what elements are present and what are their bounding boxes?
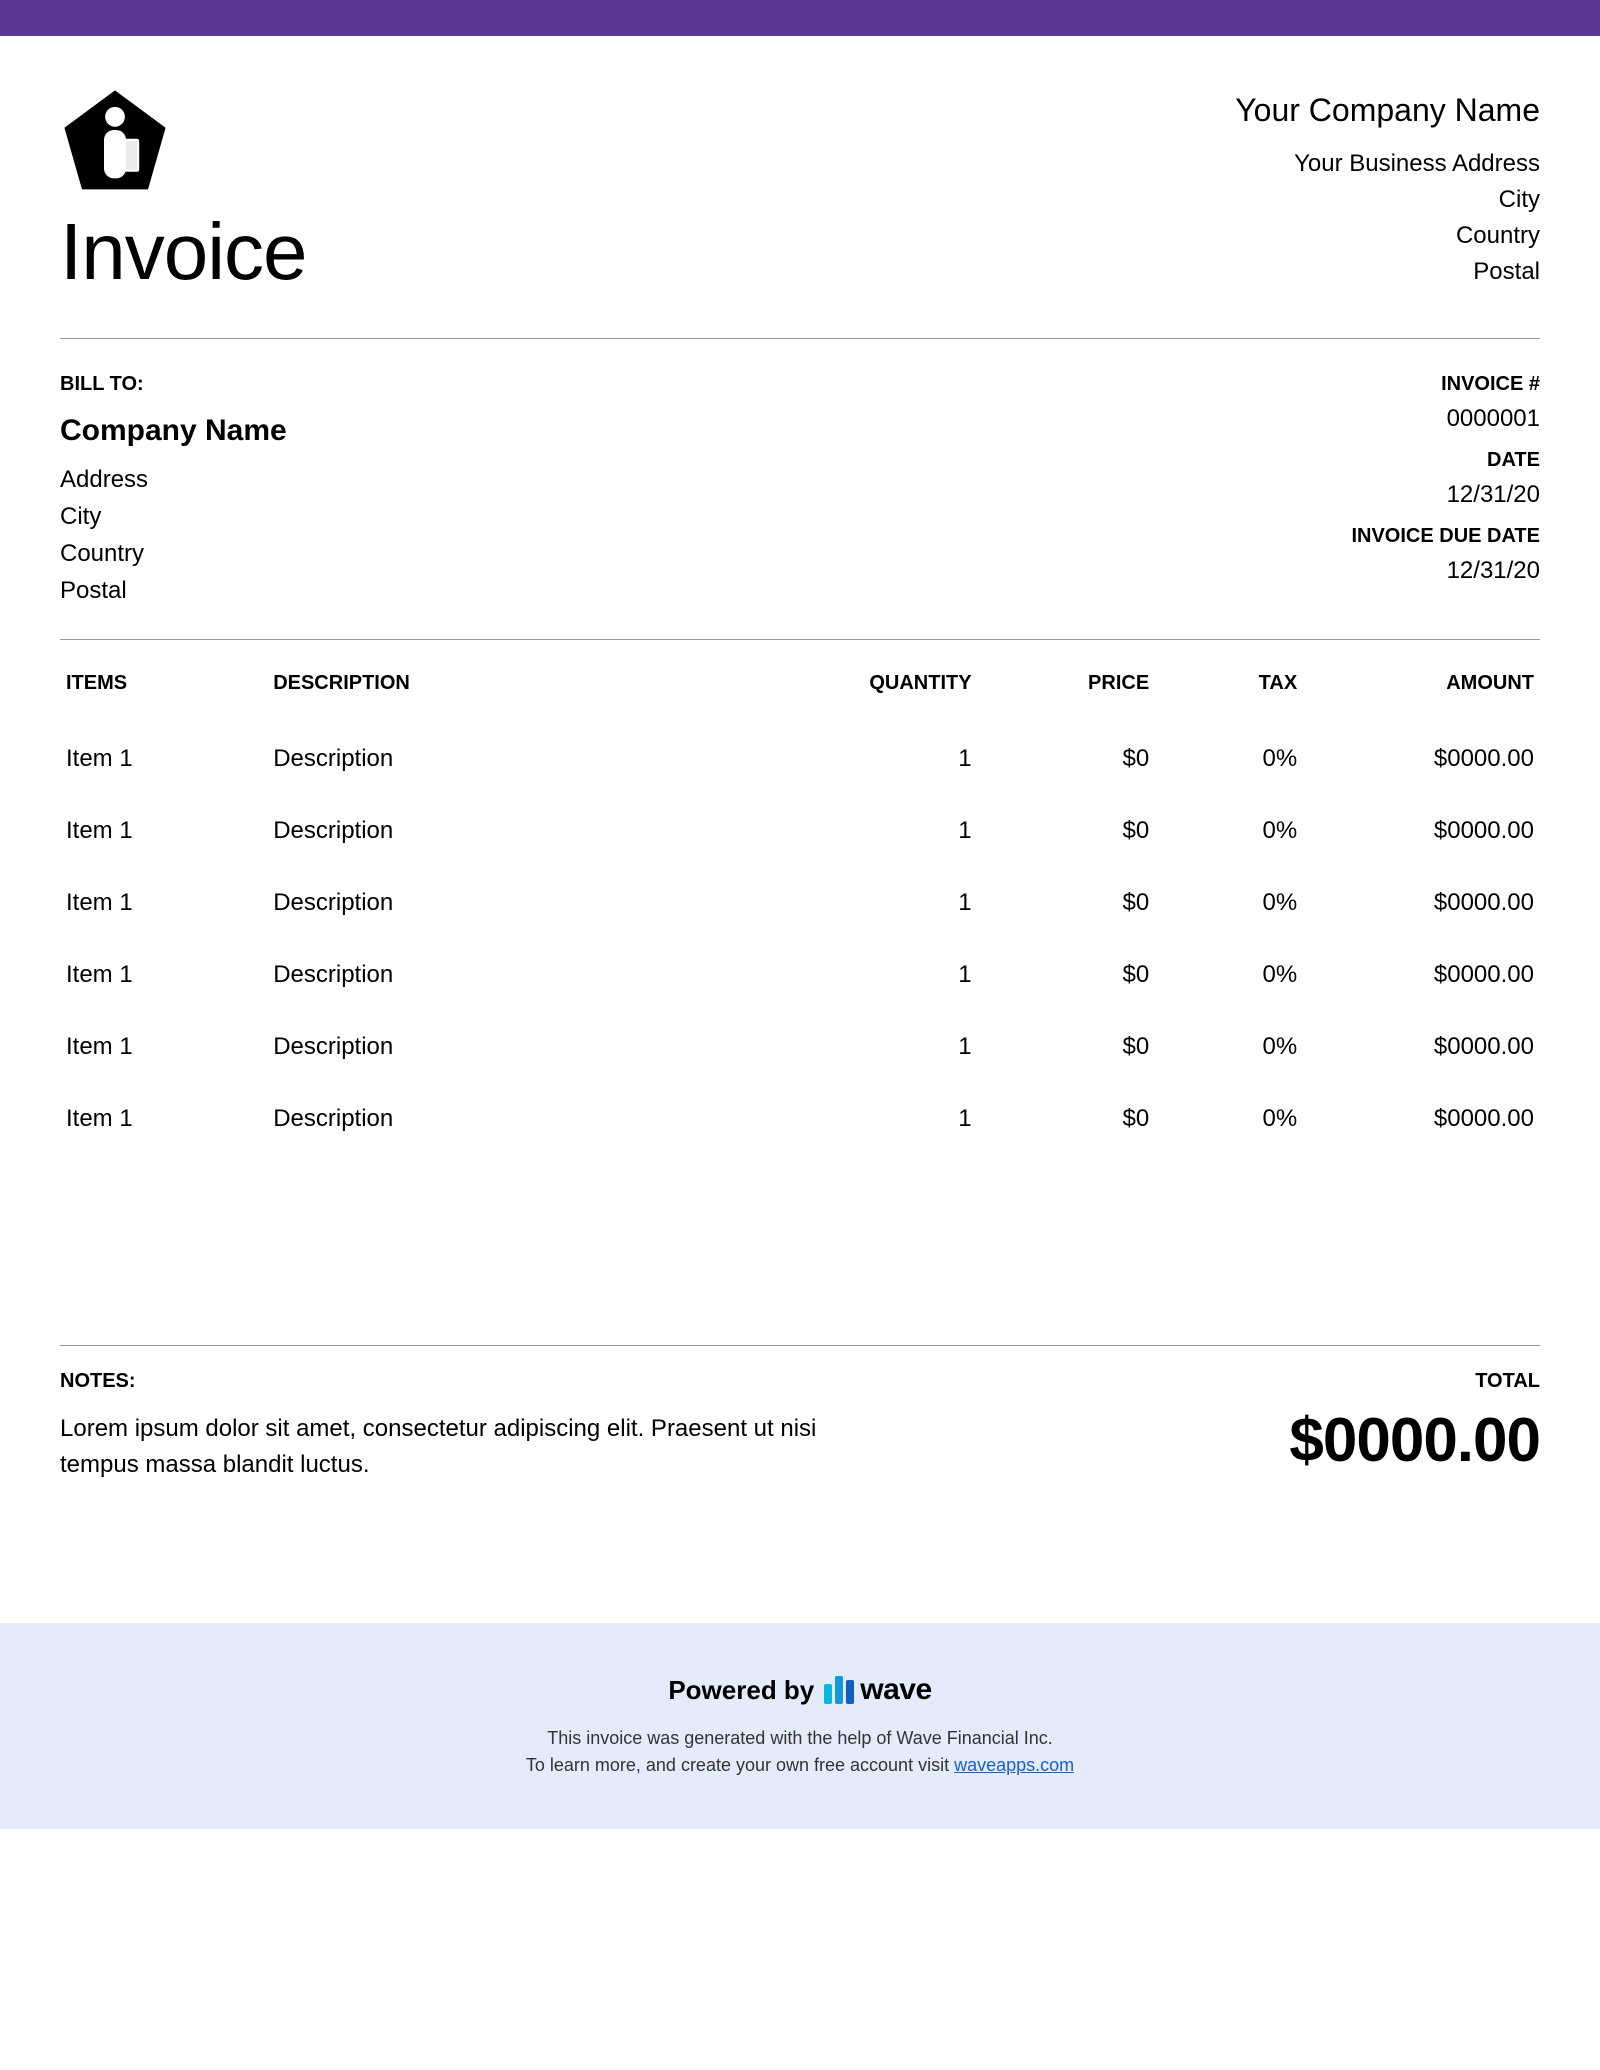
table-row: Item 1Description1$00%$0000.00	[60, 1083, 1540, 1155]
document-title: Invoice	[60, 206, 306, 298]
invoice-number-label: INVOICE #	[1351, 369, 1540, 400]
line-items-table: ITEMS DESCRIPTION QUANTITY PRICE TAX AMO…	[60, 664, 1540, 1155]
cell-tax: 0%	[1155, 1083, 1303, 1155]
cell-item: Item 1	[60, 939, 267, 1011]
cell-description: Description	[267, 1011, 800, 1083]
company-city: City	[1235, 182, 1540, 218]
cell-quantity: 1	[800, 867, 978, 939]
cell-quantity: 1	[800, 723, 978, 795]
cell-price: $0	[978, 795, 1156, 867]
cell-price: $0	[978, 1011, 1156, 1083]
notes-text: Lorem ipsum dolor sit amet, consectetur …	[60, 1411, 874, 1483]
cell-amount: $0000.00	[1303, 1083, 1540, 1155]
cell-price: $0	[978, 723, 1156, 795]
cell-item: Item 1	[60, 795, 267, 867]
notes-label: NOTES:	[60, 1370, 874, 1393]
cell-quantity: 1	[800, 1011, 978, 1083]
cell-tax: 0%	[1155, 867, 1303, 939]
divider	[60, 1345, 1540, 1346]
footer: Powered by wave This invoice was generat…	[0, 1623, 1600, 1829]
invoice-due-date: 12/31/20	[1351, 552, 1540, 589]
total-label: TOTAL	[1289, 1370, 1540, 1393]
total-amount: $0000.00	[1289, 1405, 1540, 1476]
cell-tax: 0%	[1155, 723, 1303, 795]
cell-amount: $0000.00	[1303, 723, 1540, 795]
company-logo-icon	[60, 86, 170, 196]
cell-quantity: 1	[800, 1083, 978, 1155]
company-address: Your Business Address	[1235, 146, 1540, 182]
company-name: Your Company Name	[1235, 86, 1540, 134]
powered-by-text: Powered by	[668, 1675, 814, 1706]
cell-description: Description	[267, 867, 800, 939]
total-block: TOTAL $0000.00	[1289, 1370, 1540, 1476]
bill-to-company: Company Name	[60, 408, 287, 455]
footer-line-2: To learn more, and create your own free …	[526, 1755, 954, 1775]
cell-price: $0	[978, 939, 1156, 1011]
cell-amount: $0000.00	[1303, 939, 1540, 1011]
cell-item: Item 1	[60, 1083, 267, 1155]
bill-to-country: Country	[60, 535, 287, 572]
company-postal: Postal	[1235, 254, 1540, 290]
table-row: Item 1Description1$00%$0000.00	[60, 723, 1540, 795]
table-row: Item 1Description1$00%$0000.00	[60, 939, 1540, 1011]
notes-block: NOTES: Lorem ipsum dolor sit amet, conse…	[60, 1370, 874, 1483]
bill-to-city: City	[60, 498, 287, 535]
divider	[60, 639, 1540, 640]
bill-to-postal: Postal	[60, 572, 287, 609]
cell-tax: 0%	[1155, 939, 1303, 1011]
cell-price: $0	[978, 867, 1156, 939]
bill-to-label: BILL TO:	[60, 369, 287, 400]
invoice-due-label: INVOICE DUE DATE	[1351, 521, 1540, 552]
col-header-price: PRICE	[978, 664, 1156, 723]
bill-to-block: BILL TO: Company Name Address City Count…	[60, 369, 287, 609]
cell-item: Item 1	[60, 723, 267, 795]
cell-description: Description	[267, 939, 800, 1011]
company-country: Country	[1235, 218, 1540, 254]
table-row: Item 1Description1$00%$0000.00	[60, 1011, 1540, 1083]
cell-tax: 0%	[1155, 795, 1303, 867]
invoice-meta: INVOICE # 0000001 DATE 12/31/20 INVOICE …	[1351, 369, 1540, 609]
wave-logo-icon: wave	[824, 1673, 931, 1707]
wave-wordmark: wave	[860, 1673, 931, 1707]
cell-amount: $0000.00	[1303, 1011, 1540, 1083]
col-header-tax: TAX	[1155, 664, 1303, 723]
invoice-page: Invoice Your Company Name Your Business …	[0, 36, 1600, 1483]
company-info: Your Company Name Your Business Address …	[1235, 86, 1540, 290]
bill-to-address: Address	[60, 461, 287, 498]
cell-amount: $0000.00	[1303, 867, 1540, 939]
cell-tax: 0%	[1155, 1011, 1303, 1083]
cell-item: Item 1	[60, 867, 267, 939]
cell-item: Item 1	[60, 1011, 267, 1083]
table-row: Item 1Description1$00%$0000.00	[60, 795, 1540, 867]
table-row: Item 1Description1$00%$0000.00	[60, 867, 1540, 939]
col-header-quantity: QUANTITY	[800, 664, 978, 723]
cell-quantity: 1	[800, 795, 978, 867]
invoice-date-label: DATE	[1351, 445, 1540, 476]
cell-description: Description	[267, 1083, 800, 1155]
invoice-date: 12/31/20	[1351, 476, 1540, 513]
footer-link[interactable]: waveapps.com	[954, 1755, 1074, 1775]
cell-description: Description	[267, 795, 800, 867]
col-header-items: ITEMS	[60, 664, 267, 723]
top-accent-bar	[0, 0, 1600, 36]
col-header-amount: AMOUNT	[1303, 664, 1540, 723]
footer-line-1: This invoice was generated with the help…	[60, 1725, 1540, 1752]
cell-amount: $0000.00	[1303, 795, 1540, 867]
cell-price: $0	[978, 1083, 1156, 1155]
cell-quantity: 1	[800, 939, 978, 1011]
divider	[60, 338, 1540, 339]
cell-description: Description	[267, 723, 800, 795]
invoice-number: 0000001	[1351, 400, 1540, 437]
col-header-description: DESCRIPTION	[267, 664, 800, 723]
